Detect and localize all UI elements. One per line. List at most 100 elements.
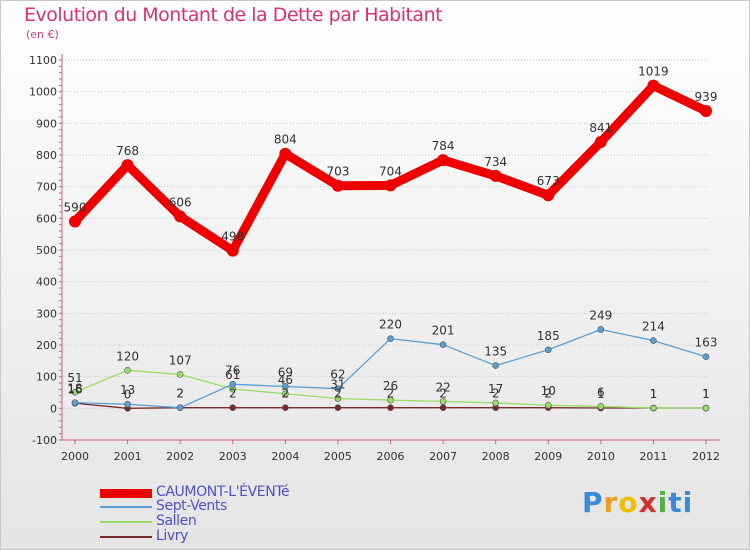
legend-label: CAUMONT-L'ÉVENTé: [156, 484, 290, 500]
data-point: [650, 337, 657, 344]
y-tick-label: -100: [32, 434, 57, 447]
data-label: 703: [326, 165, 349, 179]
data-point: [279, 147, 292, 160]
x-tick-label: 2009: [534, 450, 562, 463]
data-label: 214: [642, 320, 665, 334]
data-label: 10: [541, 384, 556, 398]
data-point: [334, 385, 342, 393]
data-point: [124, 367, 131, 374]
x-tick-label: 2001: [114, 450, 142, 463]
data-label: 18: [67, 382, 82, 396]
chart-subtitle: (en €): [26, 28, 59, 41]
data-label: 185: [537, 329, 560, 343]
data-point: [544, 346, 552, 354]
data-label: 2: [387, 387, 395, 401]
data-point: [542, 189, 555, 202]
y-tick-label: 300: [36, 307, 57, 320]
data-label: 1: [702, 387, 710, 401]
data-label: 704: [379, 164, 402, 178]
data-point: [124, 400, 131, 408]
data-label: 498: [221, 230, 244, 244]
legend-label: Sallen: [156, 513, 197, 529]
data-label: 2: [176, 387, 184, 401]
y-tick-label: 400: [36, 276, 57, 289]
data-label: 46: [278, 373, 293, 387]
data-point: [229, 404, 237, 412]
x-tick-label: 2011: [639, 450, 667, 463]
data-point: [437, 154, 450, 167]
x-tick-label: 2012: [692, 450, 720, 463]
data-point: [594, 136, 607, 149]
y-tick-label: 1100: [29, 54, 57, 67]
data-point: [71, 388, 79, 396]
data-point: [387, 396, 394, 404]
data-label: 61: [225, 368, 240, 382]
data-point: [229, 380, 237, 388]
data-label: 734: [484, 155, 507, 169]
x-tick-label: 2002: [166, 450, 194, 463]
legend-item: Sept-Vents: [100, 498, 360, 514]
data-point: [702, 404, 710, 412]
data-label: 163: [695, 336, 718, 350]
data-label: 1: [597, 387, 605, 401]
data-label: 22: [435, 380, 450, 394]
x-tick-label: 2005: [324, 450, 352, 463]
data-point: [226, 244, 239, 257]
data-point: [439, 341, 447, 348]
data-label: 2: [439, 387, 447, 401]
x-tick-label: 2010: [587, 450, 615, 463]
data-label: 939: [695, 90, 718, 104]
y-tick-label: 200: [36, 339, 57, 352]
data-point: [597, 403, 605, 410]
y-tick-label: 900: [36, 117, 57, 130]
y-tick-label: 700: [36, 181, 57, 194]
data-point: [492, 399, 499, 407]
x-tick-label: 2000: [61, 450, 89, 463]
x-tick-label: 2006: [377, 450, 405, 463]
data-label: 76: [225, 363, 240, 377]
data-point: [387, 335, 394, 342]
data-label: 62: [330, 368, 345, 382]
legend-item: CAUMONT-L'ÉVENTé: [100, 484, 360, 500]
data-label: 1: [650, 387, 658, 401]
data-label: 673: [537, 174, 560, 188]
data-point: [282, 390, 289, 398]
data-point: [174, 210, 187, 223]
data-point: [282, 383, 289, 390]
x-tick-label: 2003: [219, 450, 247, 463]
data-label: 590: [64, 201, 87, 215]
data-point: [700, 104, 712, 117]
data-label: 2: [176, 387, 184, 401]
legend-label: Sept-Vents: [156, 498, 227, 514]
data-point: [647, 79, 660, 92]
x-tick-label: 2008: [482, 450, 510, 463]
y-tick-label: 600: [36, 212, 57, 225]
data-point: [176, 404, 184, 412]
data-label: 606: [169, 195, 192, 209]
proxiti-logo: Proxiti: [582, 486, 694, 519]
data-label: 804: [274, 133, 297, 147]
data-point: [384, 179, 397, 192]
data-label: 107: [169, 353, 192, 367]
legend-item: Livry: [100, 528, 360, 544]
data-point: [71, 399, 79, 406]
legend-swatch: [100, 536, 152, 538]
data-point: [334, 404, 342, 412]
y-tick-label: 100: [36, 371, 57, 384]
data-label: 0: [124, 387, 132, 401]
legend-swatch: [100, 488, 152, 498]
data-point: [334, 395, 342, 402]
data-label: 768: [116, 144, 139, 158]
x-tick-label: 2007: [429, 450, 457, 463]
y-tick-label: 1000: [29, 86, 57, 99]
data-label: 841: [589, 121, 612, 135]
data-point: [492, 362, 499, 369]
legend-label: Livry: [156, 528, 189, 544]
data-label: 2: [282, 387, 290, 401]
data-point: [489, 169, 502, 182]
data-label: 26: [383, 379, 398, 393]
data-label: 1: [702, 387, 710, 401]
data-label: 120: [116, 349, 139, 363]
data-label: 2: [334, 387, 342, 401]
